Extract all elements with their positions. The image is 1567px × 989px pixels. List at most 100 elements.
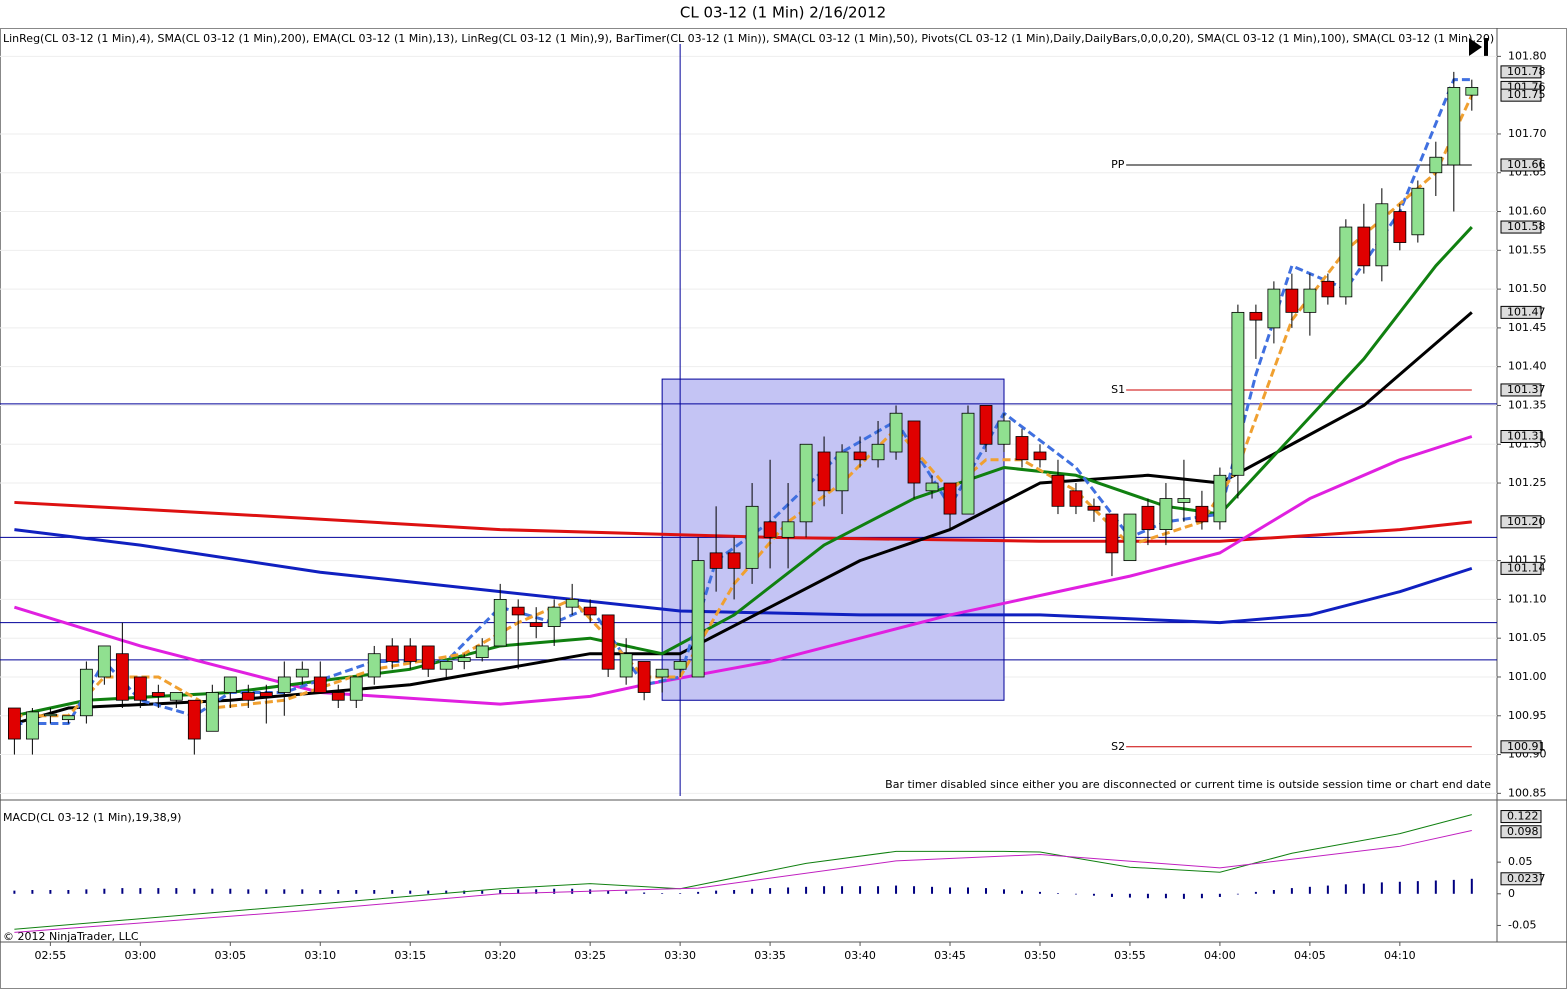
- candle-body: [1231, 311, 1245, 476]
- x-tick-label: 03:15: [394, 949, 426, 962]
- price-marker-label: 101.31: [1507, 429, 1546, 442]
- macd-line: [14, 829, 1472, 933]
- indicator-line: [14, 78, 1472, 726]
- candle-body: [583, 606, 597, 616]
- candle-body: [871, 443, 885, 461]
- copyright: © 2012 NinjaTrader, LLC: [3, 930, 139, 943]
- candle-body: [115, 653, 129, 701]
- price-marker-box: [1500, 65, 1542, 79]
- x-tick-label: 03:40: [844, 949, 876, 962]
- candle-body: [565, 599, 579, 608]
- candle-body: [439, 661, 453, 670]
- y-tick-label: 100.95: [1508, 709, 1547, 722]
- scroll-end-arrow[interactable]: [1469, 38, 1482, 56]
- candle-body: [43, 713, 57, 717]
- candle-body: [1195, 505, 1209, 523]
- indicator-line: [14, 500, 1472, 543]
- y-tick-label: 101.80: [1508, 49, 1547, 62]
- x-tick-label: 03:20: [484, 949, 516, 962]
- candle-body: [1015, 436, 1029, 461]
- price-marker-label: 101.58: [1507, 220, 1546, 233]
- candle-body: [529, 622, 543, 627]
- candle-body: [187, 699, 201, 740]
- candle-body: [151, 692, 165, 697]
- candle-body: [961, 412, 975, 515]
- candle-body: [781, 521, 795, 538]
- candle-body: [691, 560, 705, 678]
- x-tick-label: 03:55: [1114, 949, 1146, 962]
- x-tick-label: 03:10: [304, 949, 336, 962]
- candle-body: [673, 661, 687, 670]
- candle-body: [619, 653, 633, 678]
- candle-body: [1267, 288, 1281, 329]
- y-tick-label: 101.00: [1508, 670, 1547, 683]
- candle-body: [79, 668, 93, 717]
- y-tick-label: 101.40: [1508, 360, 1547, 373]
- candle-body: [97, 645, 111, 678]
- price-marker-label: 0.0237: [1507, 872, 1546, 885]
- candle-body: [1411, 187, 1425, 236]
- candle-body: [385, 645, 399, 662]
- price-marker-box: [1500, 872, 1542, 886]
- x-tick-label: 04:05: [1294, 949, 1326, 962]
- macd-title: MACD(CL 03-12 (1 Min),19,38,9): [3, 811, 181, 824]
- y-tick-label: 101.50: [1508, 282, 1547, 295]
- price-marker-box: [1500, 740, 1542, 754]
- candle-body: [277, 676, 291, 693]
- scroll-end-bar[interactable]: [1484, 38, 1488, 56]
- price-marker-box: [1500, 515, 1542, 529]
- candle-body: [727, 552, 741, 569]
- price-marker-label: 101.66: [1507, 158, 1546, 171]
- candle-body: [1393, 211, 1407, 243]
- y-tick-label: 101.25: [1508, 476, 1547, 489]
- y-tick-label: 100.85: [1508, 786, 1547, 799]
- candle-body: [1321, 280, 1335, 298]
- candle-body: [331, 692, 345, 701]
- x-tick-label: 03:30: [664, 949, 696, 962]
- y-tick-label: 0: [1508, 887, 1515, 900]
- candle-body: [943, 482, 957, 515]
- candle-body: [1105, 513, 1119, 554]
- candle-body: [403, 645, 417, 662]
- x-tick-label: 03:00: [124, 949, 156, 962]
- scroll-end-button[interactable]: [1469, 38, 1488, 56]
- candle-body: [169, 692, 183, 701]
- price-marker-label: 101.47: [1507, 305, 1546, 318]
- x-tick-label: 02:55: [35, 949, 67, 962]
- candle-body: [511, 606, 525, 616]
- candle-body: [367, 653, 381, 678]
- candle-body: [907, 420, 921, 484]
- y-tick-label: 101.10: [1508, 592, 1547, 605]
- candle-body: [295, 668, 309, 678]
- price-marker-box: [1500, 810, 1542, 824]
- candle-body: [421, 645, 435, 670]
- y-tick-label: 101.35: [1508, 398, 1547, 411]
- price-marker-label: 0.122: [1507, 810, 1539, 823]
- x-tick-label: 03:50: [1024, 949, 1056, 962]
- pivot-label: PP: [1111, 158, 1125, 171]
- candle-body: [1123, 513, 1137, 562]
- candle-body: [7, 707, 21, 740]
- x-tick-label: 04:00: [1204, 949, 1236, 962]
- y-tick-label: 101.70: [1508, 127, 1547, 140]
- price-marker-box: [1500, 220, 1542, 234]
- candle-body: [1159, 498, 1173, 530]
- candle-body: [1429, 156, 1443, 174]
- candle-body: [925, 482, 939, 492]
- candle-body: [979, 405, 993, 445]
- candle-body: [547, 606, 561, 627]
- candle-body: [835, 451, 849, 492]
- candle-body: [1339, 226, 1353, 298]
- candle-body: [637, 661, 651, 693]
- candle-body: [349, 676, 363, 701]
- x-tick-label: 03:25: [574, 949, 606, 962]
- candle-body: [475, 645, 489, 658]
- candle-body: [1465, 87, 1479, 96]
- y-tick-label: 101.60: [1508, 205, 1547, 218]
- candle-body: [1177, 498, 1191, 503]
- candle-body: [1051, 474, 1065, 507]
- candle-body: [1357, 226, 1371, 267]
- pivot-label: S2: [1111, 740, 1125, 753]
- price-marker-box: [1500, 158, 1542, 172]
